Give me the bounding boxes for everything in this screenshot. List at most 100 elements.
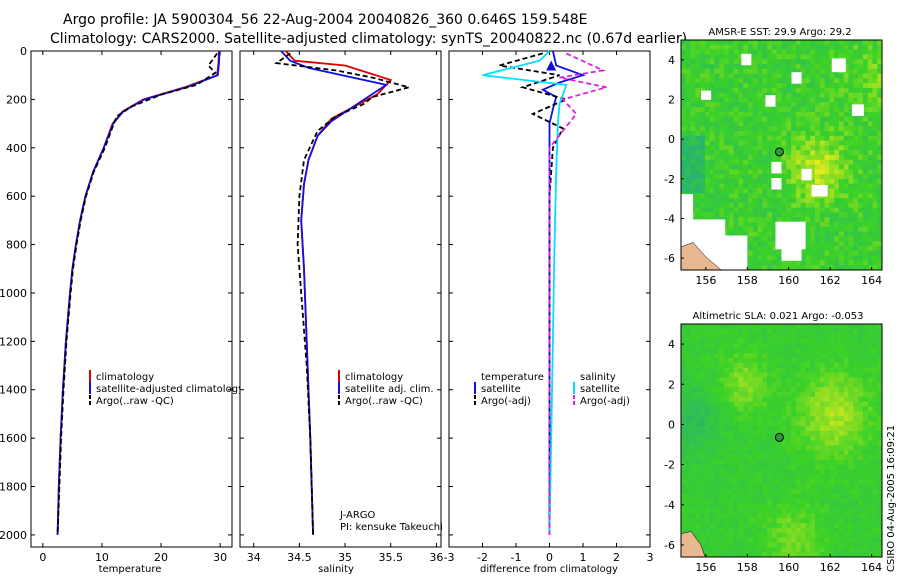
heatmap-cell <box>685 111 691 118</box>
heatmap-cell <box>743 348 749 354</box>
heatmap-cell <box>724 372 730 378</box>
heatmap-cell <box>724 63 730 70</box>
heatmap-cell <box>791 527 797 534</box>
heatmap-cell <box>695 406 701 412</box>
heatmap-cell <box>843 135 849 142</box>
heatmap-cell <box>810 59 816 65</box>
heatmap-cell <box>757 178 763 185</box>
heatmap-cell <box>834 87 840 94</box>
heatmap-cell <box>800 425 806 432</box>
heatmap-cell <box>681 338 687 344</box>
legend-temp-argo-label: Argo(-adj) <box>481 396 531 407</box>
heatmap-cell <box>681 406 687 412</box>
heatmap-cell <box>800 198 806 204</box>
heatmap-cell <box>786 474 792 480</box>
temperature-ticks: 0 10 20 30020040060080010001200140016001800… <box>0 45 232 564</box>
heatmap-cell <box>848 479 854 485</box>
heatmap-cell <box>752 547 758 553</box>
heatmap-cell <box>834 498 840 504</box>
heatmap-cell <box>724 406 730 412</box>
heatmap-cell <box>815 198 821 204</box>
heatmap-cell <box>771 212 778 218</box>
heatmap-cell <box>681 425 687 432</box>
heatmap-cell <box>719 523 725 529</box>
heatmap-cell <box>867 164 873 170</box>
heatmap-cell <box>872 493 878 500</box>
heatmap-cell <box>719 150 725 156</box>
heatmap-cell <box>838 411 845 417</box>
heatmap-cell <box>757 421 763 427</box>
heatmap-cell <box>872 231 878 237</box>
heatmap-cell <box>771 396 778 403</box>
heatmap-cell <box>724 459 730 466</box>
heatmap-cell <box>791 455 797 461</box>
heatmap-cell <box>829 49 835 55</box>
heatmap-cell <box>757 111 763 118</box>
heatmap-cell <box>805 150 811 156</box>
heatmap-cell <box>757 140 763 146</box>
heatmap-cell <box>862 49 869 55</box>
heatmap-cell <box>733 411 739 417</box>
heatmap-cell <box>853 508 859 514</box>
heatmap-cell <box>829 222 835 228</box>
heatmap-cell <box>733 343 739 349</box>
heatmap-cell <box>815 126 821 132</box>
heatmap-cell <box>762 459 768 466</box>
heatmap-cell <box>834 328 840 335</box>
heatmap-cell <box>724 97 730 103</box>
heatmap-cell <box>771 498 778 504</box>
heatmap-cell <box>733 83 739 89</box>
heatmap-cell <box>848 231 854 237</box>
heatmap-cell <box>685 518 691 524</box>
heatmap-cell <box>795 116 802 122</box>
heatmap-cell <box>681 83 687 89</box>
heatmap-cell <box>738 552 744 557</box>
heatmap-cell <box>685 353 691 359</box>
heatmap-cell <box>724 87 730 94</box>
heatmap-cell <box>724 396 730 403</box>
heatmap-cell <box>781 440 787 446</box>
heatmap-cell <box>724 226 730 233</box>
heatmap-cell <box>748 92 754 98</box>
heatmap-cell <box>877 469 882 475</box>
heatmap-cell <box>733 455 739 461</box>
heatmap-cell <box>824 102 830 108</box>
heatmap-cell <box>733 73 739 79</box>
heatmap-cell <box>724 421 730 427</box>
heatmap-cell <box>690 455 696 461</box>
heatmap-cell <box>815 241 821 247</box>
heatmap-cell <box>748 396 754 403</box>
heatmap-cell <box>805 241 811 247</box>
no-data-patch <box>701 90 712 100</box>
heatmap-cell <box>834 174 840 180</box>
heatmap-cell <box>728 362 735 369</box>
heatmap-cell <box>867 198 873 204</box>
heatmap-cell <box>771 411 778 417</box>
heatmap-cell <box>872 250 878 257</box>
heatmap-cell <box>771 202 778 209</box>
heatmap-cell <box>681 324 687 330</box>
heatmap-cell <box>724 484 730 490</box>
heatmap-cell <box>786 542 792 548</box>
heatmap-cell <box>786 421 792 427</box>
heatmap-cell <box>714 474 720 480</box>
heatmap-cell <box>709 324 715 330</box>
heatmap-cell <box>877 217 882 223</box>
heatmap-cell <box>815 357 821 364</box>
heatmap-cell <box>762 455 768 461</box>
heatmap-cell <box>752 68 758 74</box>
heatmap-cell <box>872 107 878 113</box>
heatmap-cell <box>781 406 787 412</box>
heatmap-cell <box>815 63 821 70</box>
heatmap-cell <box>690 508 696 514</box>
heatmap-cell <box>771 250 778 257</box>
heatmap-cell <box>690 155 696 161</box>
heatmap-cell <box>877 518 882 524</box>
no-data-patch <box>791 72 802 84</box>
heatmap-cell <box>834 459 840 466</box>
heatmap-cell <box>743 333 749 339</box>
heatmap-cell <box>805 493 811 500</box>
heatmap-cell <box>714 169 720 175</box>
heatmap-cell <box>690 377 696 383</box>
heatmap-cell <box>781 183 787 189</box>
